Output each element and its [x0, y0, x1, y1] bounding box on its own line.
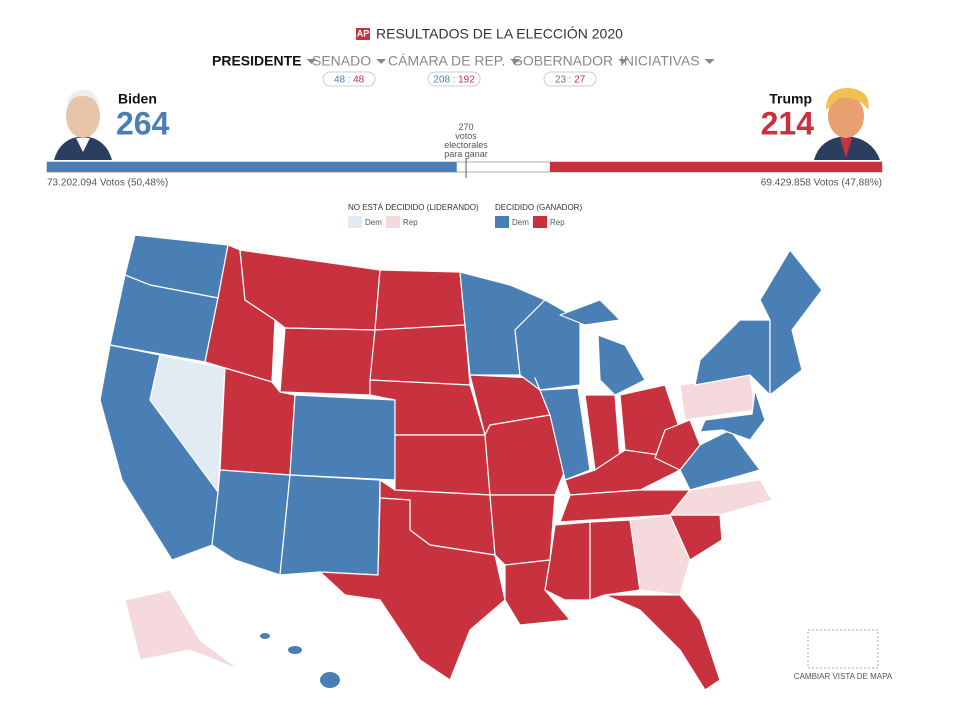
candidate-name: Biden [118, 91, 157, 107]
tab-caret[interactable] [510, 59, 521, 64]
ap-logo: AP [357, 28, 370, 38]
tab-sep: : [569, 75, 572, 86]
tab-label[interactable]: SENADO [312, 53, 371, 69]
us-map [99, 234, 823, 691]
tab-sep: : [453, 75, 456, 86]
tab-label[interactable]: CÁMARA DE REP. [388, 53, 505, 69]
legend-swatch [533, 216, 547, 228]
popular-vote: 73.202.094 Votos (50,48%) [47, 178, 168, 189]
tab-sep: : [348, 75, 351, 86]
tab-count-box [543, 71, 597, 87]
candidate-name: Trump [769, 91, 812, 107]
legend-label: Rep [550, 218, 565, 227]
legend-label: Dem [512, 218, 529, 227]
legend-title: DECIDIDO (GANADOR) [495, 203, 582, 212]
tab-rep-count: 27 [574, 75, 586, 86]
legend-swatch [495, 216, 509, 228]
tab-label[interactable]: GOBERNADOR [512, 53, 613, 69]
threshold-label: 270 votos electorales para ganar [444, 122, 488, 159]
tab-caret[interactable] [376, 59, 387, 64]
rep-bar [549, 162, 882, 172]
map-toggle[interactable]: CAMBIAR VISTA DE MAPA [794, 672, 893, 681]
tab-dem-count: 23 [555, 75, 567, 86]
map-toggle-icon[interactable] [807, 629, 879, 669]
tab-caret[interactable] [704, 59, 715, 64]
biden-portrait [50, 88, 116, 160]
legend-swatch [348, 216, 362, 228]
tab-caret[interactable] [306, 59, 317, 64]
tab-count-box [322, 71, 376, 87]
tab-label[interactable]: INICIATIVAS [620, 53, 700, 69]
dem-bar [47, 162, 457, 172]
ap-logo-bg [356, 28, 370, 40]
tab-count-box [427, 71, 481, 87]
trump-portrait [814, 88, 880, 160]
tab-rep-count: 48 [353, 75, 365, 86]
tab-rep-count: 192 [458, 75, 475, 86]
tab-label[interactable]: PRESIDENTE [212, 53, 301, 69]
page-title: RESULTADOS DE LA ELECCIÓN 2020 [376, 26, 623, 42]
tab-dem-count: 208 [433, 75, 450, 86]
electoral-count: 264 [116, 105, 170, 141]
legend-label: Rep [403, 218, 418, 227]
popular-vote: 69.429.858 Votos (47,88%) [761, 178, 882, 189]
legend-swatch [386, 216, 400, 228]
electoral-count: 214 [761, 105, 815, 141]
legend-label: Dem [365, 218, 382, 227]
legend-title: NO ESTÁ DECIDIDO (LIDERANDO) [348, 203, 479, 212]
tab-dem-count: 48 [334, 75, 346, 86]
tab-caret[interactable] [618, 59, 629, 64]
electoral-bar: 270 votos electorales para ganar [47, 122, 882, 178]
legend: NO ESTÁ DECIDIDO (LIDERANDO) Dem Rep DECIDI… [348, 203, 582, 228]
